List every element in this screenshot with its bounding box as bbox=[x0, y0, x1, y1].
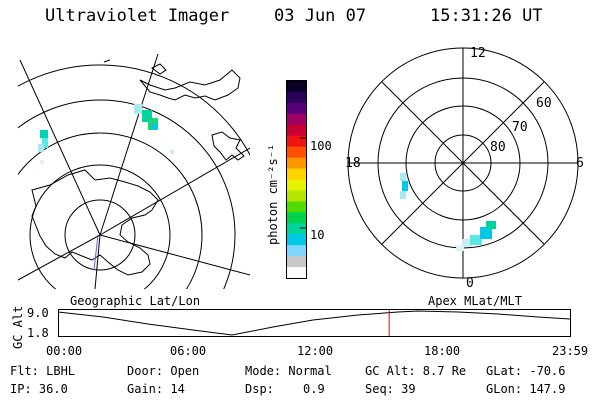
orbit-y-top: 9.0 bbox=[27, 306, 49, 320]
geo-lat-circle bbox=[64, 199, 136, 271]
geo-meridian bbox=[94, 234, 101, 289]
mlat-label-80: 80 bbox=[490, 140, 506, 155]
orbit-x-tick-2: 12:00 bbox=[297, 344, 334, 358]
color-scale-swatch bbox=[287, 190, 306, 202]
island-fragment bbox=[211, 131, 245, 161]
mlat-label-60: 60 bbox=[536, 96, 552, 111]
orbit-x-tick-0: 00:00 bbox=[46, 344, 83, 358]
mlt-label-0: 0 bbox=[466, 276, 474, 291]
mlt-label-18: 18 bbox=[345, 156, 361, 171]
geo-meridian bbox=[18, 234, 101, 281]
colorbar-tick-10: 10 bbox=[310, 228, 325, 242]
orbit-plot-frame bbox=[58, 309, 571, 337]
color-scale-swatch bbox=[287, 267, 306, 279]
geo-meridian bbox=[99, 54, 159, 236]
emission-pixel bbox=[38, 144, 44, 152]
footprint-line bbox=[93, 234, 99, 271]
info-mode: Mode: Normal bbox=[245, 364, 332, 378]
island-fragment bbox=[151, 63, 167, 75]
color-scale-swatch bbox=[287, 201, 306, 213]
emission-pixel bbox=[480, 227, 492, 239]
color-scale-swatch bbox=[287, 245, 306, 257]
emission-pixel bbox=[402, 181, 408, 191]
color-scale-swatch bbox=[287, 256, 306, 268]
color-scale-swatch bbox=[287, 179, 306, 191]
emission-pixel bbox=[134, 104, 142, 114]
color-scale-bar bbox=[286, 80, 307, 279]
info-glon: GLon: 147.9 bbox=[486, 382, 566, 396]
emission-pixel bbox=[400, 173, 406, 181]
emission-pixel bbox=[470, 235, 482, 245]
mlat-label-70: 70 bbox=[512, 120, 528, 135]
geo-lat-circle bbox=[18, 64, 250, 157]
color-scale-swatch bbox=[287, 81, 306, 93]
emission-pixel bbox=[40, 130, 48, 138]
antarctica-coastline bbox=[31, 169, 159, 276]
info-ip: IP: 36.0 bbox=[10, 382, 68, 396]
info-gain: Gain: 14 bbox=[127, 382, 185, 396]
geo-lat-circle bbox=[18, 132, 203, 289]
color-scale-swatch bbox=[287, 223, 306, 235]
info-seq: Seq: 39 bbox=[365, 382, 416, 396]
color-scale-swatch bbox=[287, 234, 306, 246]
geo-meridian bbox=[99, 234, 250, 276]
emission-pixel bbox=[152, 124, 158, 130]
orbit-x-tick-4: 23:59 bbox=[552, 344, 589, 358]
mlt-label-12: 12 bbox=[470, 46, 486, 61]
polar-aurora-emission bbox=[400, 173, 496, 251]
display-time: 15:31:26 UT bbox=[430, 6, 543, 26]
polar-mlt-map bbox=[347, 47, 579, 279]
color-scale-swatch bbox=[287, 135, 306, 148]
color-scale-swatch bbox=[287, 157, 306, 170]
emission-pixel bbox=[462, 239, 472, 247]
color-scale-swatch bbox=[287, 91, 306, 104]
display-title: Ultraviolet Imager bbox=[45, 6, 230, 26]
orbit-x-tick-1: 06:00 bbox=[170, 344, 207, 358]
emission-pixel bbox=[456, 245, 464, 251]
orbit-axis-label: GC Alt bbox=[11, 305, 25, 349]
emission-pixel bbox=[42, 138, 48, 148]
geographic-map bbox=[18, 54, 250, 289]
geo-map-label: Geographic Lat/Lon bbox=[70, 294, 201, 308]
polar-map-label: Apex MLat/MLT bbox=[428, 294, 522, 308]
emission-pixel bbox=[400, 191, 406, 199]
orbit-y-bottom: 1.8 bbox=[27, 326, 49, 340]
orbit-altitude-plot bbox=[58, 309, 571, 337]
info-gc-alt: GC Alt: 8.7 Re bbox=[365, 364, 467, 378]
color-scale-swatch bbox=[287, 124, 306, 137]
emission-pixel bbox=[486, 221, 496, 229]
info-dsp-label: Dsp: bbox=[245, 382, 274, 396]
info-filter: Flt: LBHL bbox=[10, 364, 76, 378]
info-dsp-value: 0.9 bbox=[303, 382, 325, 396]
emission-pixel bbox=[40, 160, 44, 164]
emission-pixel bbox=[142, 110, 152, 122]
polar-meridian-diag bbox=[381, 81, 545, 245]
info-glat: GLat: -70.6 bbox=[486, 364, 566, 378]
color-scale-swatch bbox=[287, 102, 306, 115]
color-scale-swatch bbox=[287, 113, 306, 126]
color-scale-border bbox=[286, 80, 307, 279]
emission-pixel bbox=[170, 150, 174, 154]
island-fragment bbox=[103, 59, 111, 63]
colorbar-unit-label: photon cm⁻²s⁻¹ bbox=[266, 143, 280, 245]
land-fragment bbox=[139, 69, 241, 101]
orbit-x-tick-3: 18:00 bbox=[424, 344, 461, 358]
geo-meridian bbox=[99, 147, 250, 236]
geo-lat-circle bbox=[29, 164, 171, 289]
display-date: 03 Jun 07 bbox=[274, 6, 367, 26]
color-scale-swatch bbox=[287, 212, 306, 224]
orbit-altitude-curve bbox=[58, 310, 571, 336]
color-scale-swatch bbox=[287, 168, 306, 180]
color-scale-swatch bbox=[287, 146, 306, 159]
geo-meridian bbox=[19, 59, 101, 236]
colorbar-tick-100: 100 bbox=[310, 139, 332, 153]
info-door: Door: Open bbox=[127, 364, 200, 378]
mlt-label-6: 6 bbox=[576, 156, 584, 171]
geo-lat-circle bbox=[18, 99, 236, 289]
geo-aurora-emission bbox=[38, 104, 174, 164]
